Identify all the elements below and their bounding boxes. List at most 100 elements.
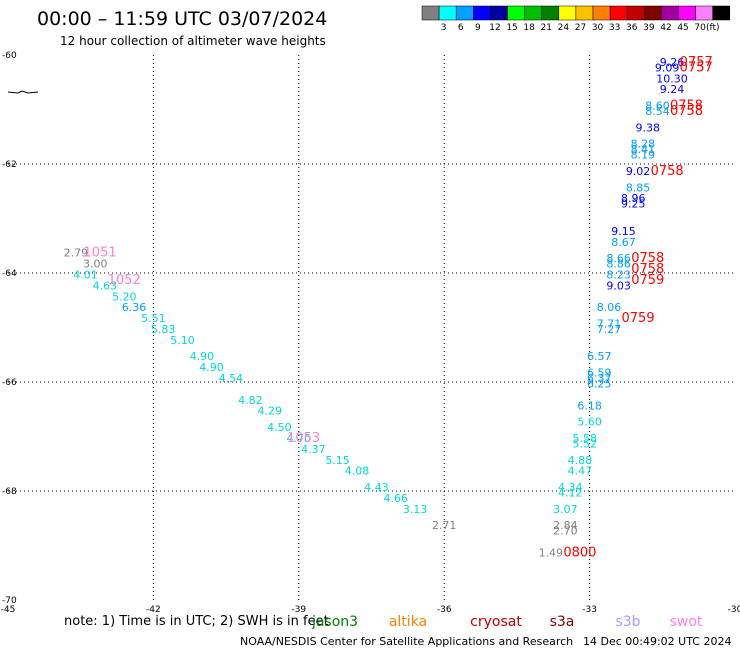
y-tick-label: -70 bbox=[2, 596, 17, 606]
x-tick-label: -33 bbox=[582, 605, 597, 615]
x-tick-label: -39 bbox=[291, 605, 306, 615]
color-scale-label: 15 bbox=[506, 23, 517, 33]
wave-height-label: 4.70 bbox=[287, 432, 312, 445]
color-scale-swatch bbox=[524, 5, 542, 21]
wave-height-label: 6.25 bbox=[587, 377, 612, 390]
wave-height-label: 2.79 bbox=[64, 247, 89, 260]
color-scale-swatch bbox=[558, 5, 577, 21]
grid-lines bbox=[8, 55, 735, 600]
wave-height-label: 8.67 bbox=[611, 236, 636, 249]
wave-height-label: 8.54 bbox=[645, 105, 670, 118]
wave-height-label: 4.82 bbox=[238, 394, 263, 407]
wave-height-label: 2.84 bbox=[553, 519, 578, 532]
color-scale-swatch bbox=[490, 5, 508, 21]
wave-height-label: 9.15 bbox=[611, 225, 636, 238]
pass-time-label: 0757 bbox=[680, 60, 713, 75]
color-scale-label: 42 bbox=[660, 23, 671, 33]
pass-time-label: 0800 bbox=[563, 545, 596, 560]
color-scale-label: 39 bbox=[643, 23, 655, 33]
chart-title: 00:00 – 11:59 UTC 03/07/2024 bbox=[37, 8, 327, 30]
color-scale-swatch bbox=[421, 5, 440, 21]
wave-height-labels: 2.793.004.014.635.206.365.515.835.10 4.90… bbox=[64, 56, 688, 560]
color-scale-label: 3 bbox=[441, 23, 447, 33]
color-scale-label: 24 bbox=[558, 23, 570, 33]
y-tick-label: -66 bbox=[2, 378, 17, 388]
wave-height-label: 4.29 bbox=[257, 405, 282, 418]
y-tick-label: -64 bbox=[2, 269, 17, 279]
wave-height-label: 4.50 bbox=[267, 421, 292, 434]
wave-height-label: 8.19 bbox=[631, 149, 656, 162]
color-scale-swatch bbox=[438, 5, 457, 21]
x-tick-label: -45 bbox=[1, 605, 16, 615]
wave-height-label: 3.13 bbox=[403, 503, 428, 516]
wave-height-label: 9.09 bbox=[655, 61, 680, 74]
color-scale-label: 30 bbox=[592, 23, 604, 33]
wave-height-label: 8.66 bbox=[606, 252, 631, 265]
color-scale-unit: (ft) bbox=[706, 23, 720, 33]
pass-time-label: 0758 bbox=[670, 104, 703, 119]
pass-time-label: 0758 bbox=[651, 164, 684, 179]
wave-height-label: 3.07 bbox=[553, 503, 578, 516]
wave-height-label: 5.20 bbox=[112, 290, 137, 303]
wave-height-label: 8.60 bbox=[645, 100, 670, 113]
wave-height-label: 2.71 bbox=[432, 519, 457, 532]
pass-time-label: 1052 bbox=[108, 273, 141, 288]
pass-time-label: 0758 bbox=[631, 251, 664, 266]
wave-height-label: 5.60 bbox=[577, 416, 602, 429]
color-scale-swatch bbox=[626, 5, 645, 21]
wave-height-label: 9.38 bbox=[636, 121, 661, 134]
wave-height-label: 6.37 bbox=[587, 372, 612, 385]
wave-height-label: 6.18 bbox=[577, 399, 602, 412]
wave-height-label: 5.52 bbox=[573, 437, 598, 450]
wave-height-label: 5.83 bbox=[151, 323, 176, 336]
satellite-legend: jason3 altika cryosat s3a s3b swot bbox=[311, 614, 703, 630]
color-scale-labels: 3 6 9 12 15 18 21 24 27 30 33 36 39 42 45 70 bbox=[441, 23, 706, 33]
footer-note: note: 1) Time is in UTC; 2) SWH is in fe… bbox=[64, 614, 329, 629]
color-scale-label: 12 bbox=[489, 23, 500, 33]
pass-time-label: 0757 bbox=[680, 55, 713, 70]
color-scale-label: 70 bbox=[694, 23, 706, 33]
wave-height-label: 4.43 bbox=[364, 481, 389, 494]
wave-height-label: 4.90 bbox=[190, 350, 215, 363]
wave-height-label: 4.54 bbox=[219, 372, 244, 385]
wave-height-label: 8.28 bbox=[631, 138, 656, 151]
wave-height-label: 6.59 bbox=[587, 367, 612, 380]
wave-height-label: 4.34 bbox=[558, 481, 583, 494]
wave-height-label: 4.66 bbox=[383, 492, 408, 505]
wave-height-label: 8.41 bbox=[631, 143, 656, 156]
wave-height-label: 9.25 bbox=[621, 198, 646, 211]
y-tick-label: -60 bbox=[2, 51, 17, 61]
wave-height-label: 10.30 bbox=[656, 72, 688, 85]
chart-subtitle: 12 hour collection of altimeter wave hei… bbox=[60, 34, 326, 48]
wave-height-label: 7.71 bbox=[597, 318, 622, 331]
color-scale-swatch bbox=[712, 5, 731, 21]
color-scale-swatch bbox=[678, 5, 696, 21]
wave-height-label: 9.03 bbox=[606, 279, 631, 292]
color-scale-swatch bbox=[455, 5, 474, 21]
wave-height-label: 4.08 bbox=[345, 465, 370, 478]
color-scale-label: 27 bbox=[575, 23, 586, 33]
wave-height-label: 4.47 bbox=[568, 465, 593, 478]
color-scale-swatch bbox=[473, 5, 491, 21]
wave-height-label: 6.57 bbox=[587, 350, 612, 363]
wave-height-label: 8.96 bbox=[621, 192, 646, 205]
x-tick-label: -36 bbox=[437, 605, 452, 615]
color-scale-swatch bbox=[661, 5, 679, 21]
wave-height-label: 9.24 bbox=[660, 83, 685, 96]
y-tick-label: -68 bbox=[2, 487, 17, 497]
wave-height-label: 1.49 bbox=[539, 546, 564, 559]
x-tick-label: -42 bbox=[146, 605, 161, 615]
wave-height-label: 2.70 bbox=[553, 525, 578, 538]
pass-time-label: 1053 bbox=[287, 431, 320, 446]
color-scale-swatch bbox=[609, 5, 628, 21]
wave-height-label: 4.12 bbox=[558, 486, 583, 499]
pass-time-label: 0758 bbox=[670, 99, 703, 114]
color-scale-swatch bbox=[575, 5, 594, 21]
color-scale-swatch bbox=[541, 5, 560, 21]
footer-timestamp: 14 Dec 00:49:02 UTC 2024 bbox=[583, 635, 731, 648]
wave-height-label: 4.01 bbox=[73, 268, 98, 281]
coastline-fragment bbox=[7, 90, 39, 94]
wave-height-label: 6.36 bbox=[122, 301, 147, 314]
wave-height-label: 9.26 bbox=[660, 56, 685, 69]
